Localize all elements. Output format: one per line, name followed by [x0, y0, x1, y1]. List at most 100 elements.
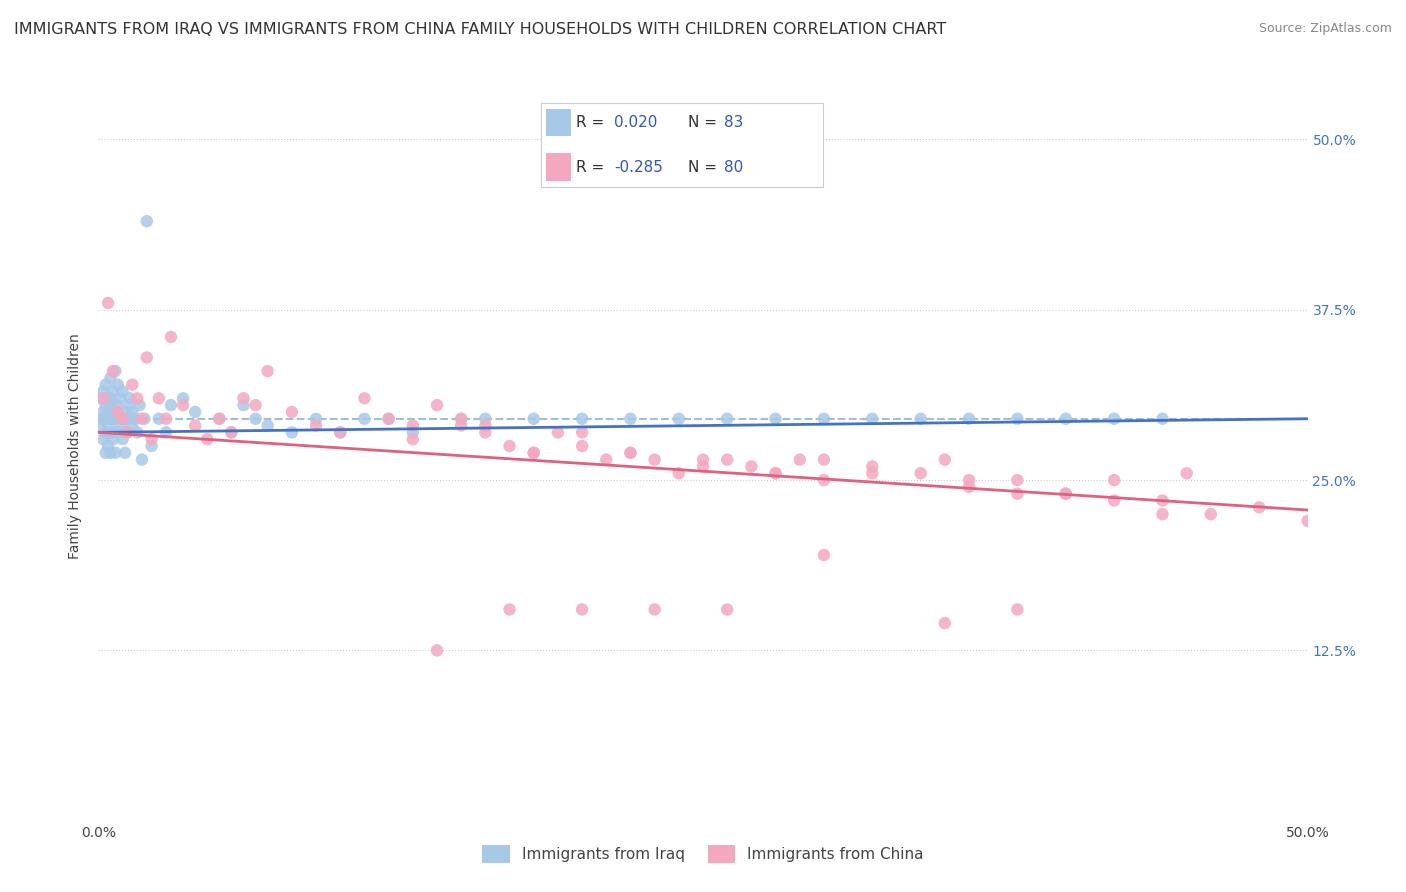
Point — [118, 398, 141, 412]
Point — [1199, 507, 1222, 521]
Point — [450, 411, 472, 425]
Point — [934, 452, 956, 467]
Point — [450, 418, 472, 433]
Point — [402, 418, 425, 433]
Text: 0.020: 0.020 — [614, 115, 658, 130]
Text: R =: R = — [576, 160, 605, 175]
Point — [377, 411, 399, 425]
Point — [619, 411, 641, 425]
Point — [957, 411, 980, 425]
Point — [111, 411, 134, 425]
Point — [97, 405, 120, 419]
Point — [1007, 602, 1029, 616]
Point — [595, 452, 617, 467]
Point — [765, 467, 787, 481]
Point — [131, 411, 153, 425]
Point — [91, 432, 114, 446]
Point — [281, 425, 304, 440]
Point — [101, 364, 124, 378]
Point — [692, 452, 714, 467]
Point — [789, 452, 811, 467]
Point — [716, 602, 738, 616]
Point — [160, 398, 183, 412]
Point — [111, 411, 134, 425]
Point — [402, 432, 425, 446]
Point — [100, 425, 122, 440]
Point — [329, 425, 352, 440]
Point — [813, 473, 835, 487]
Point — [117, 411, 139, 425]
Text: 83: 83 — [724, 115, 744, 130]
Point — [619, 446, 641, 460]
Point — [523, 411, 546, 425]
Point — [571, 425, 593, 440]
Point — [91, 405, 114, 419]
Text: 80: 80 — [724, 160, 744, 175]
Legend: Immigrants from Iraq, Immigrants from China: Immigrants from Iraq, Immigrants from Ch… — [477, 839, 929, 869]
Point — [101, 432, 124, 446]
Point — [305, 411, 328, 425]
Text: -0.285: -0.285 — [614, 160, 664, 175]
Point — [1152, 493, 1174, 508]
Point — [94, 446, 117, 460]
Point — [813, 411, 835, 425]
Point — [860, 411, 883, 425]
Point — [100, 446, 122, 460]
Point — [668, 411, 690, 425]
Point — [100, 371, 122, 385]
Point — [104, 446, 127, 460]
Point — [910, 411, 932, 425]
Point — [329, 425, 352, 440]
Point — [571, 602, 593, 616]
Point — [1054, 486, 1077, 500]
Point — [107, 425, 129, 440]
Point — [523, 446, 546, 460]
Point — [114, 446, 136, 460]
Point — [94, 425, 117, 440]
Point — [97, 439, 120, 453]
Text: N =: N = — [688, 115, 717, 130]
Point — [765, 467, 787, 481]
Point — [155, 425, 177, 440]
Point — [547, 425, 569, 440]
Point — [668, 467, 690, 481]
Point — [134, 411, 156, 425]
Point — [402, 425, 425, 440]
Point — [353, 411, 375, 425]
Point — [107, 377, 129, 392]
Bar — [546, 153, 571, 181]
Point — [619, 446, 641, 460]
Point — [221, 425, 243, 440]
Point — [104, 364, 127, 378]
Point — [256, 364, 278, 378]
Point — [121, 377, 143, 392]
Text: N =: N = — [688, 160, 717, 175]
Point — [571, 439, 593, 453]
Point — [1007, 473, 1029, 487]
Point — [716, 452, 738, 467]
Point — [1054, 486, 1077, 500]
Point — [1175, 467, 1198, 481]
Point — [121, 405, 143, 419]
Point — [523, 446, 546, 460]
Point — [127, 392, 149, 406]
Point — [101, 384, 124, 399]
Point — [644, 602, 666, 616]
Point — [131, 452, 153, 467]
Point — [232, 398, 254, 412]
Point — [934, 616, 956, 631]
Point — [101, 405, 124, 419]
Point — [90, 418, 112, 433]
Point — [571, 411, 593, 425]
Point — [1249, 500, 1271, 515]
Point — [104, 411, 127, 425]
Point — [232, 392, 254, 406]
Point — [860, 467, 883, 481]
Point — [117, 425, 139, 440]
Point — [107, 405, 129, 419]
Point — [716, 411, 738, 425]
Text: R =: R = — [576, 115, 605, 130]
Point — [128, 398, 150, 412]
Point — [256, 418, 278, 433]
Point — [172, 392, 194, 406]
